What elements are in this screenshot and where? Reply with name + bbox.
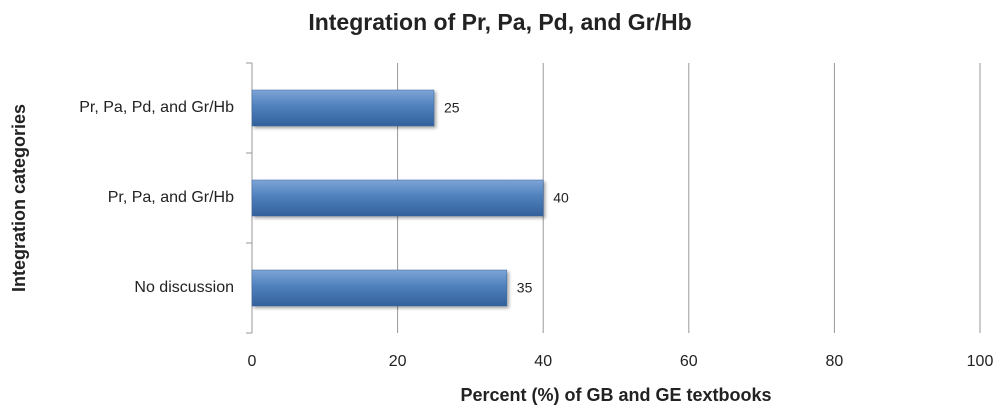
x-tick-label: 20 (389, 353, 407, 370)
data-label: 25 (444, 100, 460, 116)
x-tick-label: 100 (967, 353, 994, 370)
y-tick-label: Pr, Pa, and Gr/Hb (108, 189, 234, 206)
y-tick-label: No discussion (134, 279, 234, 296)
bar (251, 89, 435, 127)
x-tick-label: 40 (534, 353, 552, 370)
x-tick-label: 0 (248, 353, 257, 370)
x-axis-label: Percent (%) of GB and GE textbooks (460, 385, 771, 405)
bar (251, 179, 544, 217)
x-tick-label: 60 (680, 353, 698, 370)
data-label: 35 (517, 280, 533, 296)
x-tick-label: 80 (826, 353, 844, 370)
data-label: 40 (553, 190, 569, 206)
chart-title: Integration of Pr, Pa, Pd, and Gr/Hb (308, 9, 691, 35)
y-tick-label: Pr, Pa, Pd, and Gr/Hb (79, 99, 234, 116)
bar (251, 269, 508, 307)
y-axis-label: Integration categories (9, 104, 29, 292)
